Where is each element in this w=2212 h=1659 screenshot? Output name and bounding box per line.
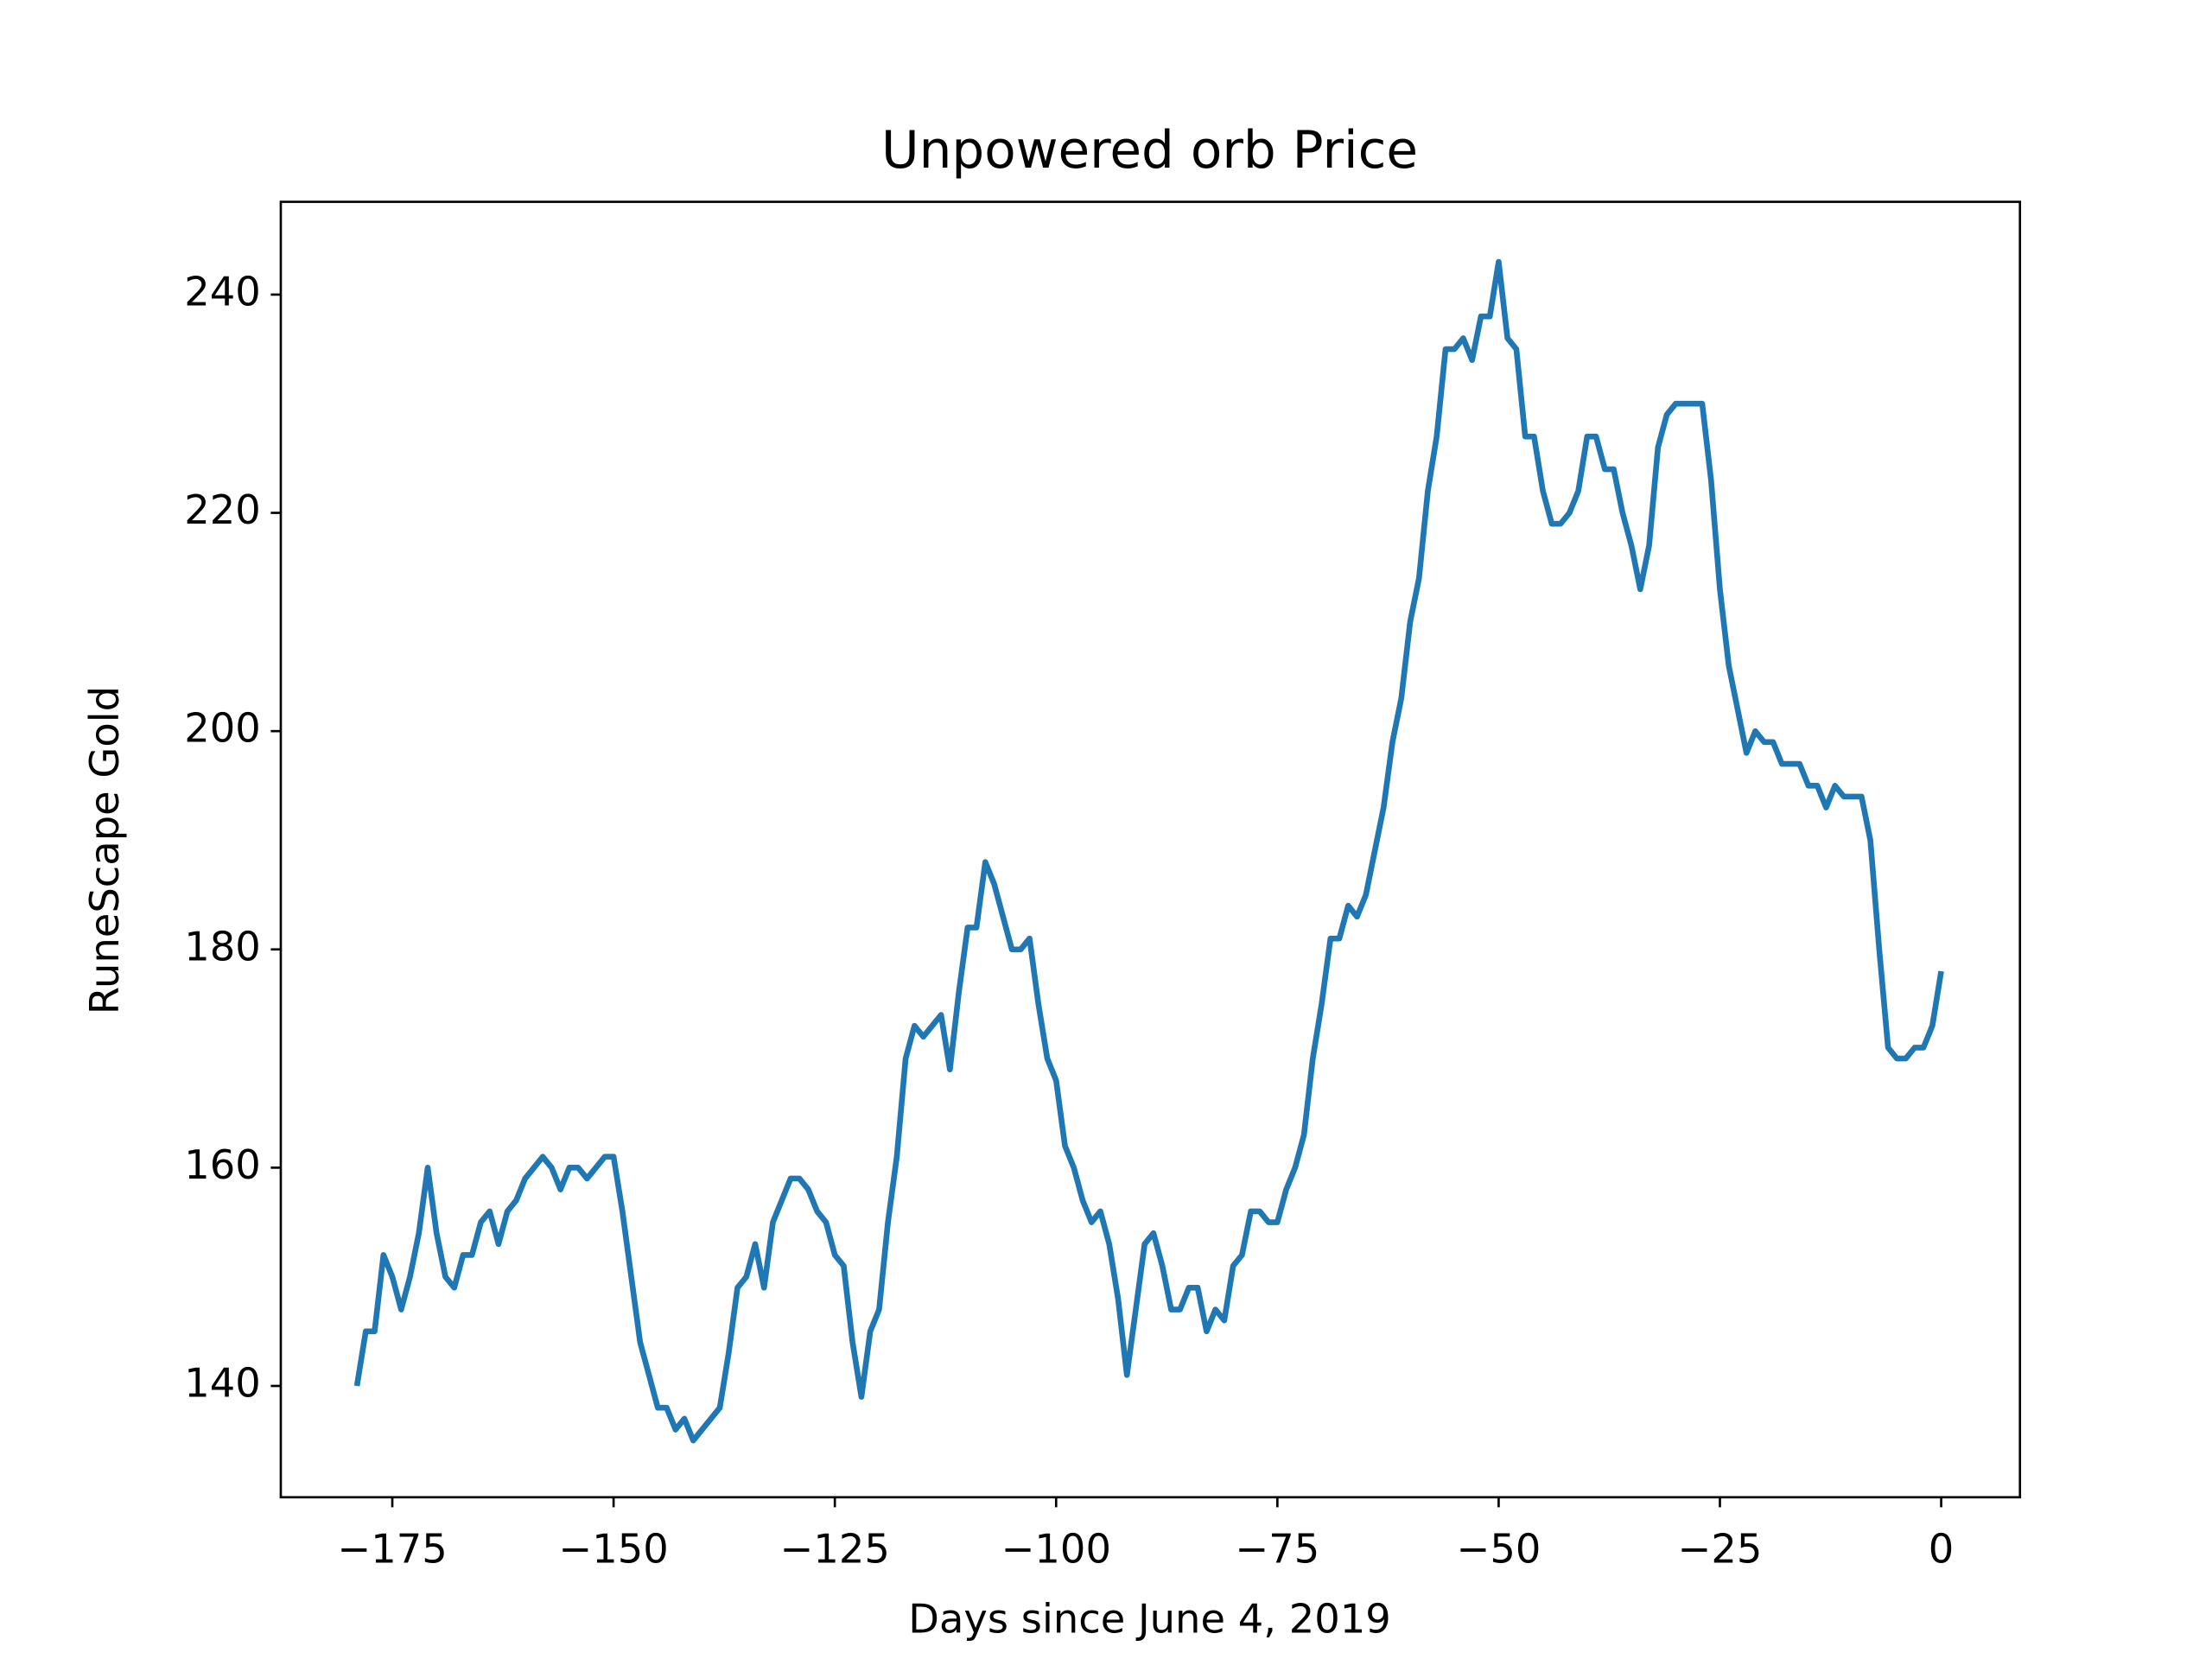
y-axis-label: RuneScape Gold (81, 686, 128, 1014)
x-tick-label: −150 (558, 1525, 668, 1572)
y-tick-label: 240 (184, 268, 261, 315)
x-tick-label: −50 (1456, 1525, 1541, 1572)
y-tick-label: 140 (184, 1359, 261, 1406)
y-tick-label: 200 (184, 705, 261, 752)
y-tick-label: 220 (184, 486, 261, 533)
x-tick-label: 0 (1929, 1525, 1955, 1572)
x-tick-label: −175 (337, 1525, 447, 1572)
y-tick-label: 180 (184, 923, 261, 969)
x-tick-label: −125 (780, 1525, 890, 1572)
x-tick-label: −100 (1001, 1525, 1111, 1572)
y-tick-label: 160 (184, 1141, 261, 1188)
x-tick-label: −75 (1235, 1525, 1319, 1572)
line-series (353, 258, 1944, 1444)
chart-title: Unpowered orb Price (881, 121, 1418, 181)
x-axis-label: Days since June 4, 2019 (908, 1595, 1390, 1642)
x-tick-label: −25 (1678, 1525, 1763, 1572)
plot-frame (279, 200, 2022, 1499)
